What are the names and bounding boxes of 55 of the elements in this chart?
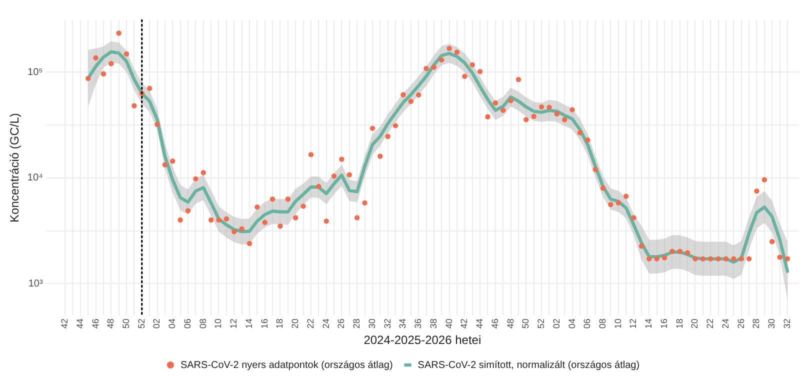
y-tick-label: 10⁴ xyxy=(27,172,43,184)
y-tick-label: 10⁵ xyxy=(28,66,43,78)
x-tick-label: 24 xyxy=(320,318,331,329)
x-tick-label: 12 xyxy=(628,318,638,329)
x-tick-label: 06 xyxy=(182,318,192,329)
x-tick-label: 18 xyxy=(674,318,684,329)
x-tick-label: 10 xyxy=(612,318,623,329)
x-tick-label: 02 xyxy=(551,318,562,329)
x-tick-label: 28 xyxy=(751,318,762,329)
x-tick-label: 30 xyxy=(766,318,777,329)
x-tick-label: 42 xyxy=(60,318,70,329)
legend-label: SARS-CoV-2 nyers adatpontok (országos átlag) xyxy=(180,360,393,371)
x-tick-label: 20 xyxy=(290,318,300,329)
x-tick-label: 16 xyxy=(259,318,270,329)
x-tick-label: 42 xyxy=(459,318,470,329)
x-tick-label: 14 xyxy=(244,318,254,329)
x-tick-label: 04 xyxy=(566,318,577,329)
x-tick-label: 46 xyxy=(490,318,500,329)
x-tick-label: 38 xyxy=(428,318,438,329)
x-tick-label: 12 xyxy=(228,318,239,329)
x-tick-label: 18 xyxy=(274,318,285,329)
x-tick-label: 04 xyxy=(167,318,178,329)
x-tick-label: 02 xyxy=(152,318,162,329)
x-tick-label: 22 xyxy=(705,318,716,329)
x-tick-label: 44 xyxy=(474,318,485,329)
x-tick-label: 28 xyxy=(352,318,362,329)
x-tick-label: 40 xyxy=(444,318,454,329)
x-tick-label: 32 xyxy=(382,318,392,329)
x-axis-title: 2024-2025-2026 hetei xyxy=(364,333,482,348)
x-tick-label: 26 xyxy=(336,318,346,329)
x-tick-label: 48 xyxy=(505,318,516,329)
x-tick-label: 52 xyxy=(136,318,146,329)
x-tick-label: 44 xyxy=(74,318,85,329)
x-tick-label: 32 xyxy=(782,318,792,329)
y-tick-label: 10³ xyxy=(28,278,44,290)
x-tick-label: 34 xyxy=(398,318,408,329)
x-tick-label: 52 xyxy=(536,318,546,329)
x-tick-label: 16 xyxy=(658,318,669,329)
y-axis-title: Koncentráció (GC/L) xyxy=(8,113,22,222)
x-tick-label: 08 xyxy=(598,318,608,329)
legend-label: SARS-CoV-2 simított, normalizált (országos átlag) xyxy=(418,360,640,371)
x-tick-label: 50 xyxy=(121,318,131,329)
x-tick-label: 46 xyxy=(90,318,100,329)
x-tick-label: 24 xyxy=(720,318,730,329)
x-tick-label: 26 xyxy=(736,318,746,329)
x-tick-label: 06 xyxy=(582,318,592,329)
x-tick-label: 30 xyxy=(366,318,377,329)
x-tick-label: 10 xyxy=(213,318,224,329)
x-tick-label: 14 xyxy=(644,318,654,329)
x-tick-label: 48 xyxy=(106,318,116,329)
x-tick-label: 50 xyxy=(520,318,531,329)
x-tick-label: 20 xyxy=(690,318,700,329)
x-tick-label: 36 xyxy=(413,318,424,329)
x-tick-label: 22 xyxy=(305,318,316,329)
x-tick-label: 08 xyxy=(198,318,208,329)
